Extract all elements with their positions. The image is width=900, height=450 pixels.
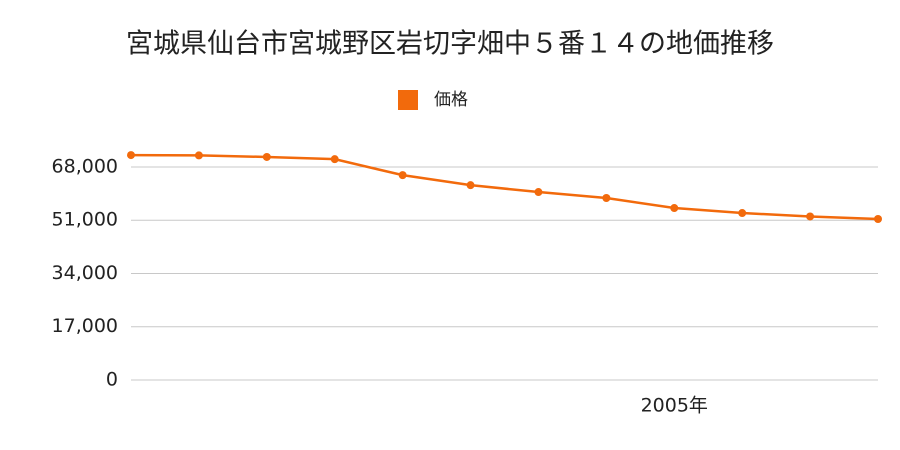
y-tick-label: 51,000 <box>52 209 118 231</box>
point <box>466 181 475 190</box>
point <box>262 152 271 161</box>
y-tick-label: 0 <box>106 369 118 391</box>
point <box>738 209 747 218</box>
point <box>127 151 135 160</box>
line <box>130 153 879 221</box>
x-tick-label: 2005年 <box>641 395 708 417</box>
point <box>874 214 882 223</box>
point <box>330 155 339 164</box>
point <box>194 151 203 160</box>
y-tick-label: 34,000 <box>52 262 118 284</box>
point <box>670 204 679 213</box>
legend-swatch <box>398 90 418 110</box>
point <box>398 171 407 180</box>
legend-label: 価格 <box>434 90 468 110</box>
chart-title: 宮城県仙台市宮城野区岩切字畑中５番１４の地価推移 <box>126 29 774 60</box>
y-tick-label: 68,000 <box>52 155 118 177</box>
point <box>806 212 815 221</box>
y-tick-label: 17,000 <box>52 315 118 337</box>
point <box>534 188 543 197</box>
point <box>602 194 611 203</box>
